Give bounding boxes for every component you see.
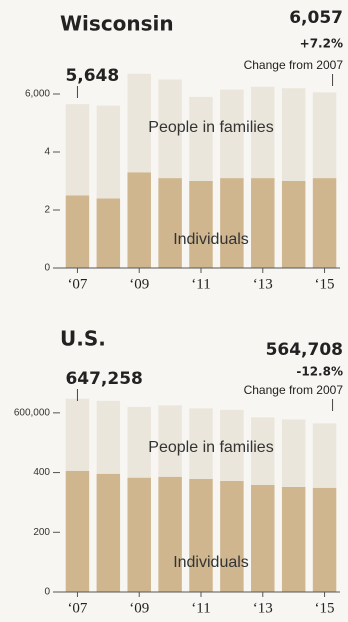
bar-segment bbox=[251, 484, 275, 592]
x-tick-label: ‘15 bbox=[315, 600, 335, 616]
x-tick-label: ‘13 bbox=[253, 600, 273, 616]
bar-segment bbox=[158, 405, 182, 477]
end-value: 564,708 bbox=[266, 340, 343, 360]
y-tick-label: 2 bbox=[44, 205, 50, 216]
x-tick-label: ‘11 bbox=[191, 600, 210, 616]
bar-segment bbox=[312, 178, 337, 268]
bar-segment bbox=[65, 398, 90, 471]
bar-segment bbox=[281, 486, 306, 592]
bar-segment bbox=[96, 400, 121, 474]
bar-segment bbox=[127, 172, 151, 268]
change: +7.2% bbox=[300, 37, 343, 51]
bar-segment bbox=[189, 96, 213, 181]
bar-segment bbox=[96, 105, 121, 199]
bar-segment bbox=[220, 409, 244, 481]
bar-segment bbox=[281, 419, 306, 487]
bar-segment bbox=[189, 408, 213, 479]
bar-segment bbox=[189, 478, 213, 592]
change: -12.8% bbox=[296, 365, 343, 379]
chart-title: Wisconsin bbox=[60, 12, 174, 36]
bar-segment bbox=[127, 73, 151, 173]
change-label: Change from 2007 bbox=[244, 58, 344, 72]
bar-segment bbox=[281, 181, 306, 268]
y-tick-label: 400 bbox=[33, 467, 50, 478]
x-tick-label: ‘15 bbox=[315, 276, 335, 292]
end-value: 6,057 bbox=[289, 8, 343, 28]
bar-segment bbox=[220, 178, 244, 268]
y-tick-label: 0 bbox=[44, 263, 50, 274]
bar-segment bbox=[158, 476, 182, 592]
y-tick-label: 6,000 bbox=[25, 89, 50, 100]
y-tick-label: 200 bbox=[33, 527, 50, 538]
x-tick-label: ‘11 bbox=[191, 276, 210, 292]
x-tick-label: ‘07 bbox=[67, 276, 87, 292]
bar-segment bbox=[65, 195, 90, 268]
series-label: Individuals bbox=[173, 231, 249, 248]
series-label: People in families bbox=[148, 439, 273, 456]
bar-segment bbox=[96, 198, 121, 268]
bar-segment bbox=[96, 473, 121, 592]
bar-segment bbox=[281, 88, 306, 181]
y-tick-label: 0 bbox=[44, 587, 50, 598]
bar-segment bbox=[189, 181, 213, 268]
bar-segment bbox=[158, 79, 182, 179]
y-tick-label: 600,000 bbox=[14, 407, 51, 418]
x-tick-label: ‘13 bbox=[253, 276, 273, 292]
bar-segment bbox=[127, 477, 151, 592]
bar-segment bbox=[158, 178, 182, 268]
series-label: Individuals bbox=[173, 554, 249, 571]
start-value: 647,258 bbox=[65, 369, 142, 389]
bar-segment bbox=[127, 406, 151, 478]
bar-segment bbox=[251, 178, 275, 268]
bar-segment bbox=[251, 417, 275, 485]
bar-segment bbox=[220, 480, 244, 592]
bar-segment bbox=[312, 92, 337, 179]
chart-title: U.S. bbox=[60, 327, 106, 351]
bar-segment bbox=[251, 86, 275, 179]
x-tick-label: ‘09 bbox=[129, 600, 149, 616]
y-tick-label: 4 bbox=[44, 147, 50, 158]
bar-segment bbox=[65, 104, 90, 196]
x-tick-label: ‘07 bbox=[67, 600, 87, 616]
bar-segment bbox=[65, 470, 90, 592]
x-tick-label: ‘09 bbox=[129, 276, 149, 292]
bar-segment bbox=[220, 89, 244, 179]
change-label: Change from 2007 bbox=[244, 383, 344, 397]
bar-segment bbox=[312, 487, 337, 592]
bar-segment bbox=[312, 423, 337, 488]
series-label: People in families bbox=[148, 119, 273, 136]
start-value: 5,648 bbox=[65, 66, 119, 86]
